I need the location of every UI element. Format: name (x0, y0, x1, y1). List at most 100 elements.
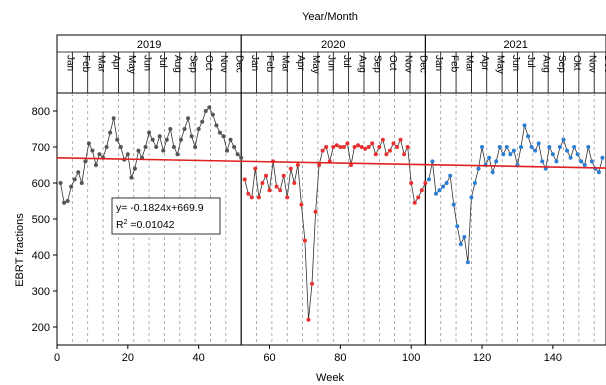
trendline (56, 157, 606, 169)
data-point (582, 163, 587, 167)
data-point (395, 145, 400, 149)
data-point (175, 152, 180, 157)
month-label: Okt (571, 55, 582, 71)
x-tick-label: 100 (402, 352, 420, 364)
data-point (186, 116, 191, 121)
data-point (398, 137, 403, 142)
data-point (426, 177, 431, 182)
data-point (462, 235, 467, 239)
month-label: Sep (187, 55, 198, 73)
data-point (147, 130, 152, 135)
data-point (58, 181, 63, 185)
x-tick-label: 40 (193, 352, 205, 364)
data-point (313, 209, 318, 214)
month-label: Jan (433, 55, 444, 71)
data-point (324, 145, 329, 149)
data-point (359, 145, 364, 149)
data-point (79, 181, 84, 185)
data-point (217, 130, 222, 135)
data-point (317, 163, 322, 167)
series-line (60, 106, 242, 204)
month-label: Oct (387, 55, 398, 71)
month-label: Nov (402, 55, 413, 73)
data-point (182, 127, 187, 131)
data-point (472, 181, 477, 185)
series-line (428, 125, 603, 263)
outer-frame (56, 34, 606, 346)
data-point (561, 137, 566, 142)
data-point (377, 145, 382, 149)
data-point (136, 148, 141, 153)
data-point (302, 238, 307, 243)
month-label: Dec (234, 55, 245, 73)
data-point (76, 170, 81, 175)
data-point (572, 145, 577, 149)
data-point (518, 145, 523, 149)
data-point (118, 145, 123, 149)
month-label: Jul (525, 55, 536, 68)
y-tick-label: 500 (32, 214, 50, 226)
data-point (480, 145, 485, 149)
data-point (125, 152, 130, 157)
data-point (373, 152, 378, 157)
data-point (143, 145, 148, 149)
month-band: Jan Feb Mar Apr May Jun Jul Aug Sep Oct Nov Dec Jan F… (57, 52, 606, 94)
series-layer (58, 105, 605, 322)
x-tick-label: 60 (263, 352, 275, 364)
data-point (370, 141, 375, 146)
data-point (384, 152, 389, 157)
data-point (391, 141, 396, 146)
data-point (267, 188, 272, 193)
month-label: Mar (95, 55, 106, 73)
data-point (402, 152, 407, 157)
data-point (589, 159, 594, 164)
x-tick-label: 0 (54, 352, 60, 364)
data-point (295, 163, 300, 167)
data-point (448, 173, 453, 178)
data-point (600, 155, 605, 160)
data-point (260, 181, 265, 185)
data-point (274, 184, 279, 189)
data-point (345, 141, 350, 146)
month-label: Jun (141, 55, 152, 71)
x-axis-title: Week (316, 372, 344, 384)
data-point (292, 181, 297, 185)
year-label: 2020 (321, 39, 345, 51)
x-tick-label: 80 (334, 352, 346, 364)
r-squared-label: R2 =0.01042 (116, 219, 175, 231)
data-point (157, 134, 162, 139)
data-point (423, 181, 428, 185)
data-point (387, 148, 392, 153)
year-label: 2021 (503, 39, 527, 51)
x-axis: 0 20 40 60 80 100 120 140 (54, 345, 562, 364)
data-point (501, 152, 506, 157)
data-point (86, 141, 91, 146)
data-point (178, 137, 183, 142)
data-point (249, 195, 254, 200)
data-point (380, 137, 385, 142)
month-label: Mar (464, 55, 475, 73)
data-point (494, 159, 499, 164)
month-label: Nov (587, 55, 598, 73)
y-tick-label: 600 (32, 178, 50, 190)
y-axis: 200 300 400 500 600 700 800 (32, 106, 57, 334)
data-point (150, 137, 155, 142)
equation-label: y= -0.1824x+669.9 (116, 202, 204, 214)
data-point (412, 200, 417, 205)
data-point (320, 148, 325, 153)
data-point (189, 134, 194, 139)
top-axis-title: Year/Month (302, 11, 358, 23)
data-point (465, 260, 470, 265)
y-tick-label: 400 (32, 250, 50, 262)
data-point (526, 134, 531, 139)
data-point (235, 152, 240, 157)
y-tick-label: 700 (32, 142, 50, 154)
month-label: Feb (80, 55, 91, 73)
month-label: Apr (479, 55, 490, 71)
data-point (221, 134, 226, 139)
data-point (239, 155, 244, 160)
data-point (497, 145, 502, 149)
month-label: May (494, 55, 505, 74)
x-tick-label: 20 (122, 352, 134, 364)
